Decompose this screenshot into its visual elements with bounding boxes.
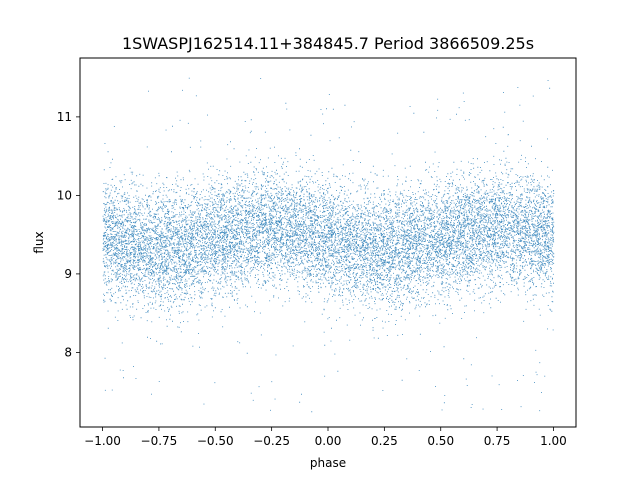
x-axis: −1.00 −0.75 −0.50 −0.25 0.00 0.25 0.50 0.75 1.00 [84,427,567,448]
x-tick-label: 0.50 [427,434,454,448]
y-tick-label: 9 [64,267,72,281]
x-tick-label: −0.75 [141,434,178,448]
x-tick-label: 0.00 [315,434,342,448]
x-tick-label: 1.00 [540,434,567,448]
y-tick-label: 8 [64,345,72,359]
scatter-points [102,77,555,413]
y-axis-label: flux [32,231,46,253]
x-tick-label: 0.75 [484,434,511,448]
x-tick-label: −1.00 [84,434,121,448]
x-tick-label: 0.25 [371,434,398,448]
data-points [102,77,555,413]
y-tick-label: 10 [57,188,72,202]
x-tick-label: −0.50 [197,434,234,448]
x-axis-label: phase [310,456,346,470]
y-axis: 8 9 10 11 [57,110,80,359]
x-tick-label: −0.25 [253,434,290,448]
chart-title: 1SWASPJ162514.11+384845.7 Period 3866509… [122,34,534,53]
y-tick-label: 11 [57,110,72,124]
